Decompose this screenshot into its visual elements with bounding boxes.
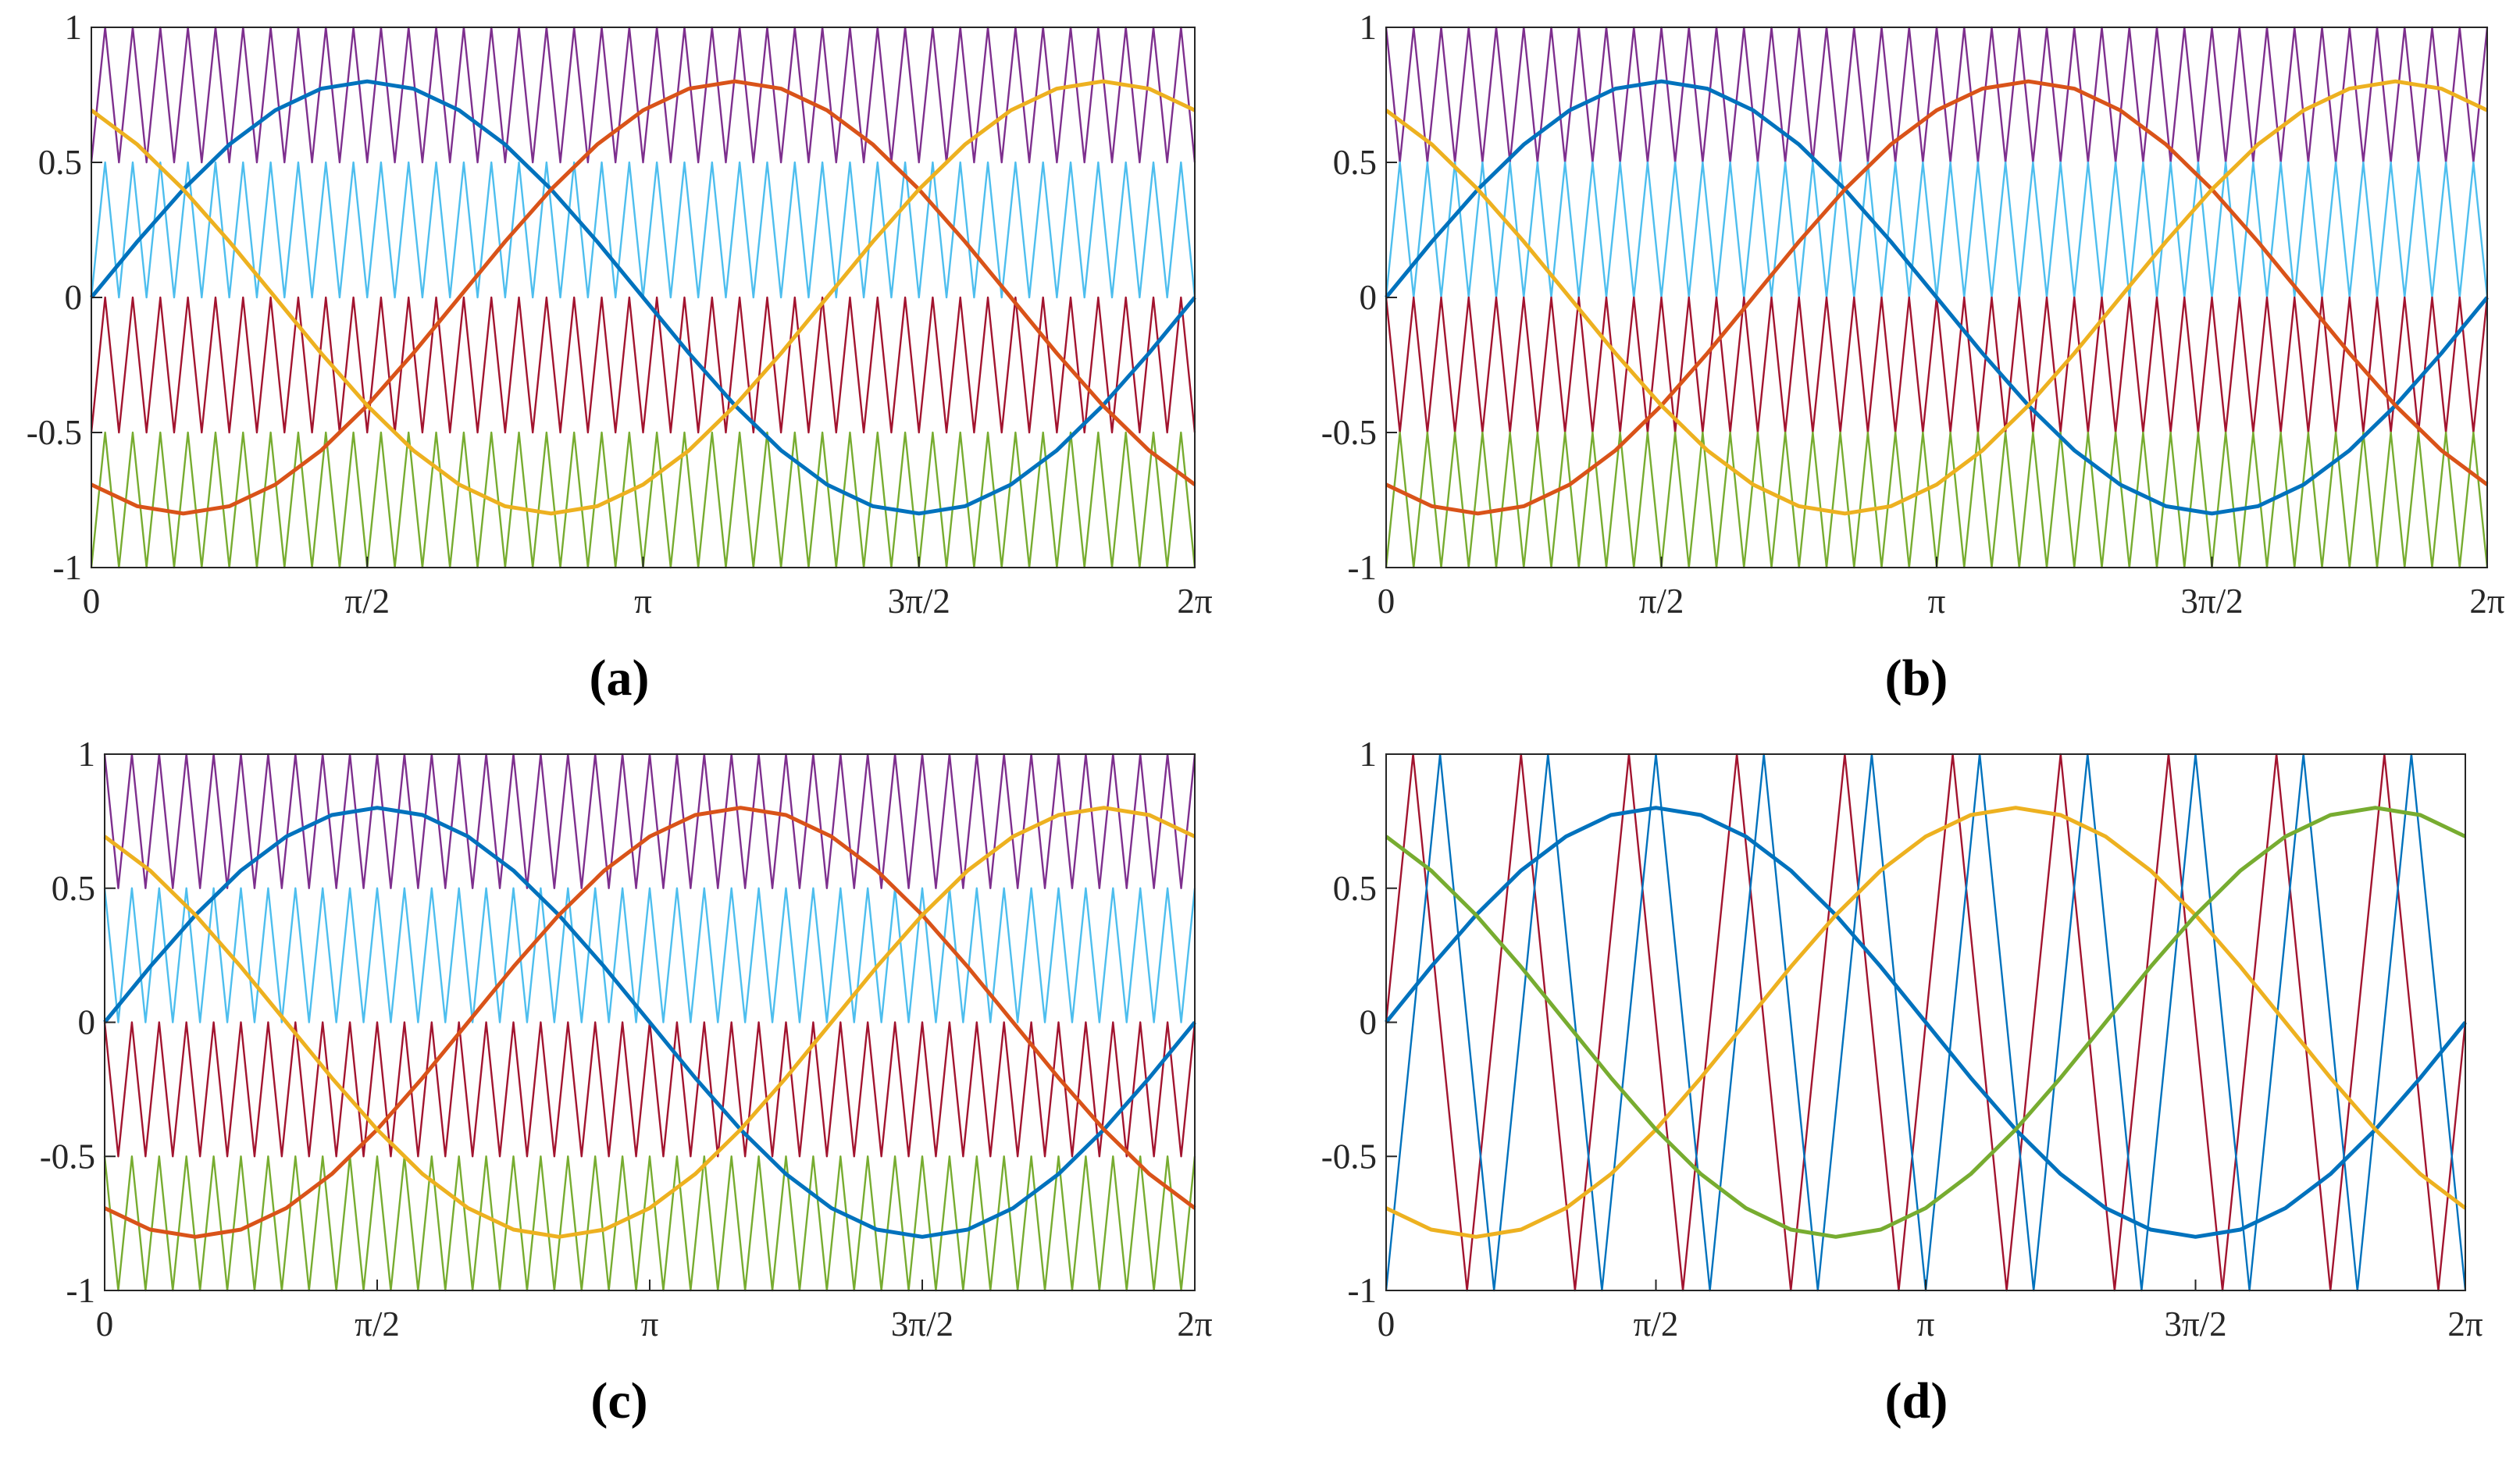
x-tick-label: π [634, 582, 652, 621]
x-tick-label: π/2 [344, 582, 390, 621]
y-tick-label: 0.5 [38, 143, 82, 182]
x-tick-label: π/2 [1634, 1305, 1679, 1344]
carrier-line [103, 1155, 1196, 1292]
carrier-line [90, 26, 1196, 164]
y-tick-label: 1 [1360, 8, 1378, 47]
subplot: -1 -0.5 0 0.5 1 0 π/2 π 3π/2 2π (a) [27, 8, 1213, 707]
reference-line [90, 79, 1196, 516]
reference-line [1385, 806, 2467, 1239]
carrier-line [103, 753, 1196, 889]
x-tick-label: π/2 [1639, 582, 1684, 621]
reference-line [1385, 806, 2467, 1239]
reference-line [1385, 79, 2489, 516]
x-tick-label: π [1928, 582, 1946, 621]
reference-line [103, 806, 1196, 1239]
y-tick-label: 1 [1360, 735, 1378, 774]
y-tick-label: 0.5 [52, 869, 95, 908]
y-tick-label: 1 [78, 735, 96, 774]
subplot: -1 -0.5 0 0.5 1 0 π/2 π 3π/2 2π (d) [1321, 735, 2483, 1429]
y-tick-label: -0.5 [40, 1137, 95, 1176]
x-tick-label: 3π/2 [888, 582, 950, 621]
x-tick-label: 3π/2 [2180, 582, 2243, 621]
x-tick-label: 0 [96, 1305, 114, 1344]
y-tick-label: -1 [1348, 548, 1378, 587]
y-tick-label: -0.5 [27, 413, 82, 452]
y-tick-label: -0.5 [1321, 1137, 1377, 1176]
reference-line [1385, 79, 2489, 516]
x-tick-label: π [641, 1305, 659, 1344]
x-tick-label: 2π [1177, 582, 1213, 621]
x-tick-label: 2π [1177, 1305, 1213, 1344]
panel-label: (d) [1885, 1372, 1948, 1429]
y-tick-label: 0.5 [1333, 143, 1377, 182]
subplot: -1 -0.5 0 0.5 1 0 π/2 π 3π/2 2π (c) [40, 735, 1213, 1429]
reference-line [103, 806, 1196, 1239]
x-tick-label: π [1917, 1305, 1935, 1344]
carrier-line [90, 296, 1196, 434]
reference-line [1385, 79, 2489, 516]
y-tick-label: 0 [1360, 278, 1378, 317]
panel-label: (c) [590, 1372, 647, 1429]
x-tick-label: 0 [83, 582, 101, 621]
y-tick-label: -0.5 [1321, 413, 1377, 452]
reference-line [103, 806, 1196, 1239]
carrier-line [90, 431, 1196, 569]
x-tick-label: π/2 [355, 1305, 400, 1344]
y-tick-label: 0 [78, 1003, 96, 1042]
y-tick-label: -1 [1348, 1271, 1378, 1310]
reference-line [90, 79, 1196, 516]
y-tick-label: 0.5 [1333, 869, 1377, 908]
reference-line [1385, 806, 2467, 1239]
reference-line [90, 79, 1196, 516]
carrier-line [103, 887, 1196, 1023]
x-tick-label: 2π [2469, 582, 2505, 621]
y-tick-label: -1 [53, 548, 83, 587]
carrier-line [1385, 26, 2489, 164]
y-tick-label: 0 [65, 278, 83, 317]
x-tick-label: 3π/2 [891, 1305, 953, 1344]
x-tick-label: 3π/2 [2164, 1305, 2226, 1344]
panel-label: (a) [590, 650, 650, 707]
x-tick-label: 0 [1378, 582, 1395, 621]
y-tick-label: 0 [1360, 1003, 1378, 1042]
x-tick-label: 0 [1378, 1305, 1395, 1344]
subplot: -1 -0.5 0 0.5 1 0 π/2 π 3π/2 2π (b) [1321, 8, 2505, 707]
y-tick-label: 1 [65, 8, 83, 47]
panel-label: (b) [1885, 650, 1948, 707]
y-tick-label: -1 [66, 1271, 96, 1310]
carrier-line [1385, 431, 2489, 569]
x-tick-label: 2π [2447, 1305, 2483, 1344]
